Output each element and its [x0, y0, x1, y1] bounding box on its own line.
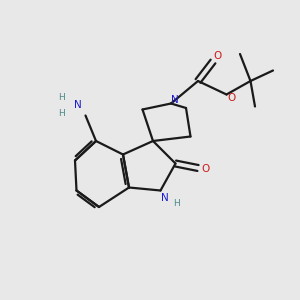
- Text: H: H: [174, 200, 180, 208]
- Text: N: N: [171, 94, 178, 105]
- Text: N: N: [74, 100, 82, 110]
- Text: O: O: [213, 51, 222, 62]
- Text: N: N: [161, 193, 169, 203]
- Text: H: H: [58, 93, 65, 102]
- Text: O: O: [201, 164, 210, 174]
- Text: O: O: [227, 93, 236, 103]
- Text: H: H: [58, 109, 65, 118]
